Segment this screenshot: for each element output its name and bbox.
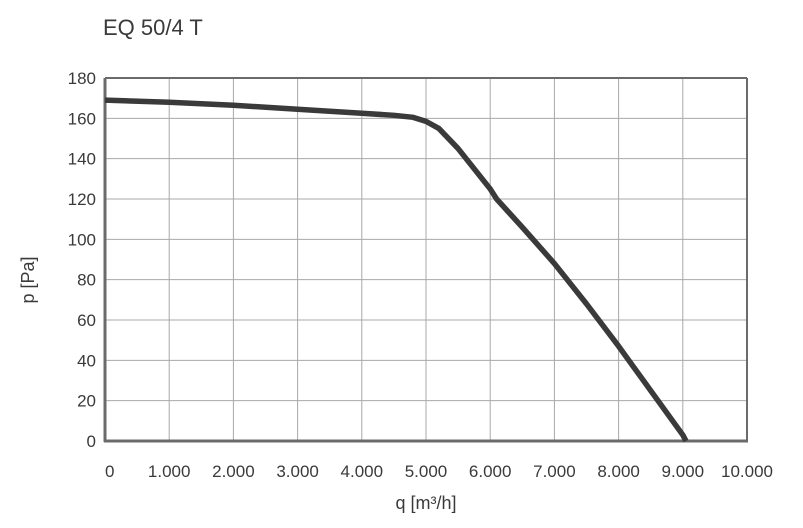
- y-tick-label: 160: [68, 109, 96, 128]
- series-layer: [104, 97, 689, 443]
- x-tick-label: 0: [105, 462, 114, 481]
- y-axis-label: p [Pa]: [18, 256, 38, 303]
- x-tick-label: 1.000: [148, 462, 191, 481]
- y-tick-label: 60: [77, 311, 96, 330]
- x-tick-labels: 0 1.000 2.000 3.000 4.000 5.000 6.000 7.000 8.00…: [105, 462, 773, 481]
- y-tick-label: 120: [68, 190, 96, 209]
- y-tick-labels: 0 20 40 60 80 100 120 140 160 180: [68, 69, 96, 451]
- x-tick-label: 3.000: [276, 462, 319, 481]
- x-tick-label: 7.000: [533, 462, 576, 481]
- plot-frame: [103, 77, 748, 443]
- x-tick-label: 9.000: [662, 462, 705, 481]
- series-line: [104, 97, 689, 443]
- chart-title: EQ 50/4 T: [103, 15, 203, 40]
- y-tick-label: 40: [77, 351, 96, 370]
- x-tick-label: 4.000: [341, 462, 384, 481]
- x-tick-label: 10.000: [721, 462, 773, 481]
- x-tick-label: 2.000: [212, 462, 255, 481]
- x-tick-label: 8.000: [597, 462, 640, 481]
- x-tick-label: 6.000: [469, 462, 512, 481]
- y-tick-label: 140: [68, 150, 96, 169]
- grid-lines: [105, 78, 747, 441]
- y-tick-label: 180: [68, 69, 96, 88]
- y-tick-label: 0: [87, 432, 96, 451]
- y-tick-label: 20: [77, 392, 96, 411]
- x-axis-label: q [m³/h]: [395, 493, 456, 513]
- x-tick-label: 5.000: [405, 462, 448, 481]
- y-tick-label: 80: [77, 271, 96, 290]
- y-tick-label: 100: [68, 230, 96, 249]
